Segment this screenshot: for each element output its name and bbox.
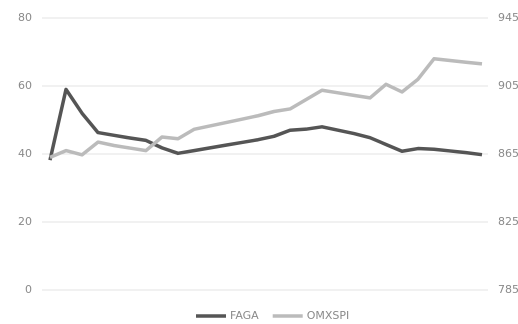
y2-tick-label: 865 bbox=[498, 147, 518, 160]
y2-tick-label: 825 bbox=[498, 215, 518, 228]
y2-tick-label: 905 bbox=[498, 79, 518, 92]
y-tick-label: 0 bbox=[25, 283, 32, 296]
y2-tick-label: 945 bbox=[498, 11, 518, 24]
y-tick-label: 20 bbox=[18, 215, 32, 228]
legend-label: FAGA bbox=[230, 309, 259, 322]
y-tick-label: 80 bbox=[18, 11, 32, 24]
legend-label: OMXSPI bbox=[307, 309, 350, 322]
y-tick-label: 40 bbox=[18, 147, 32, 160]
y-tick-label: 60 bbox=[18, 79, 32, 92]
series-line bbox=[49, 57, 483, 160]
y2-tick-label: 785 bbox=[498, 283, 518, 296]
series-line bbox=[48, 87, 483, 161]
